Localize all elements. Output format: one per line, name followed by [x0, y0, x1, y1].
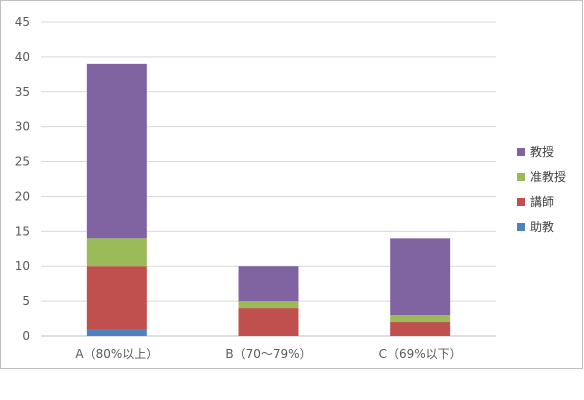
legend-swatch: [517, 198, 525, 206]
x-tick-label: A（80%以上）: [75, 347, 158, 361]
y-tick-label: 20: [15, 189, 30, 203]
bar-segment: [238, 308, 299, 336]
y-tick-label: 35: [15, 85, 30, 99]
bar-segment: [238, 266, 299, 302]
y-tick-label: 0: [22, 329, 30, 343]
bar-segment: [86, 238, 147, 267]
bar-segment: [390, 315, 451, 323]
bar-segment: [86, 329, 147, 336]
legend-label: 准教授: [530, 169, 566, 184]
legend-label: 助教: [530, 219, 554, 234]
y-tick-label: 5: [22, 294, 30, 308]
y-tick-label: 25: [15, 155, 30, 169]
bar-segment: [390, 322, 451, 336]
legend-swatch: [517, 148, 525, 156]
x-tick-label: B（70～79%）: [225, 347, 311, 361]
chart-frame: 0 5 10 15 20 25 30 35 40 45 A（80%以上） B（70～79%） C（69…: [0, 0, 583, 369]
legend-swatch: [517, 223, 525, 231]
x-tick-label: C（69%以下）: [379, 347, 462, 361]
y-tick-label: 10: [15, 259, 30, 273]
y-tick-label: 15: [15, 224, 30, 238]
y-axis-ticks: 0 5 10 15 20 25 30 35 40 45: [15, 15, 30, 343]
bar-segment: [390, 238, 451, 316]
legend-label: 講師: [530, 194, 554, 209]
bar-segment: [86, 266, 147, 330]
y-tick-label: 40: [15, 50, 30, 64]
bar-segment: [238, 301, 299, 309]
y-tick-label: 45: [15, 15, 30, 29]
x-axis-labels: A（80%以上） B（70～79%） C（69%以下）: [75, 347, 461, 361]
bar-segment: [86, 63, 147, 239]
legend-label: 教授: [530, 144, 554, 159]
legend-swatch: [517, 173, 525, 181]
y-tick-label: 30: [15, 120, 30, 134]
bars: [86, 63, 451, 336]
stacked-bar-chart: 0 5 10 15 20 25 30 35 40 45 A（80%以上） B（70～79%） C（69…: [15, 15, 566, 361]
